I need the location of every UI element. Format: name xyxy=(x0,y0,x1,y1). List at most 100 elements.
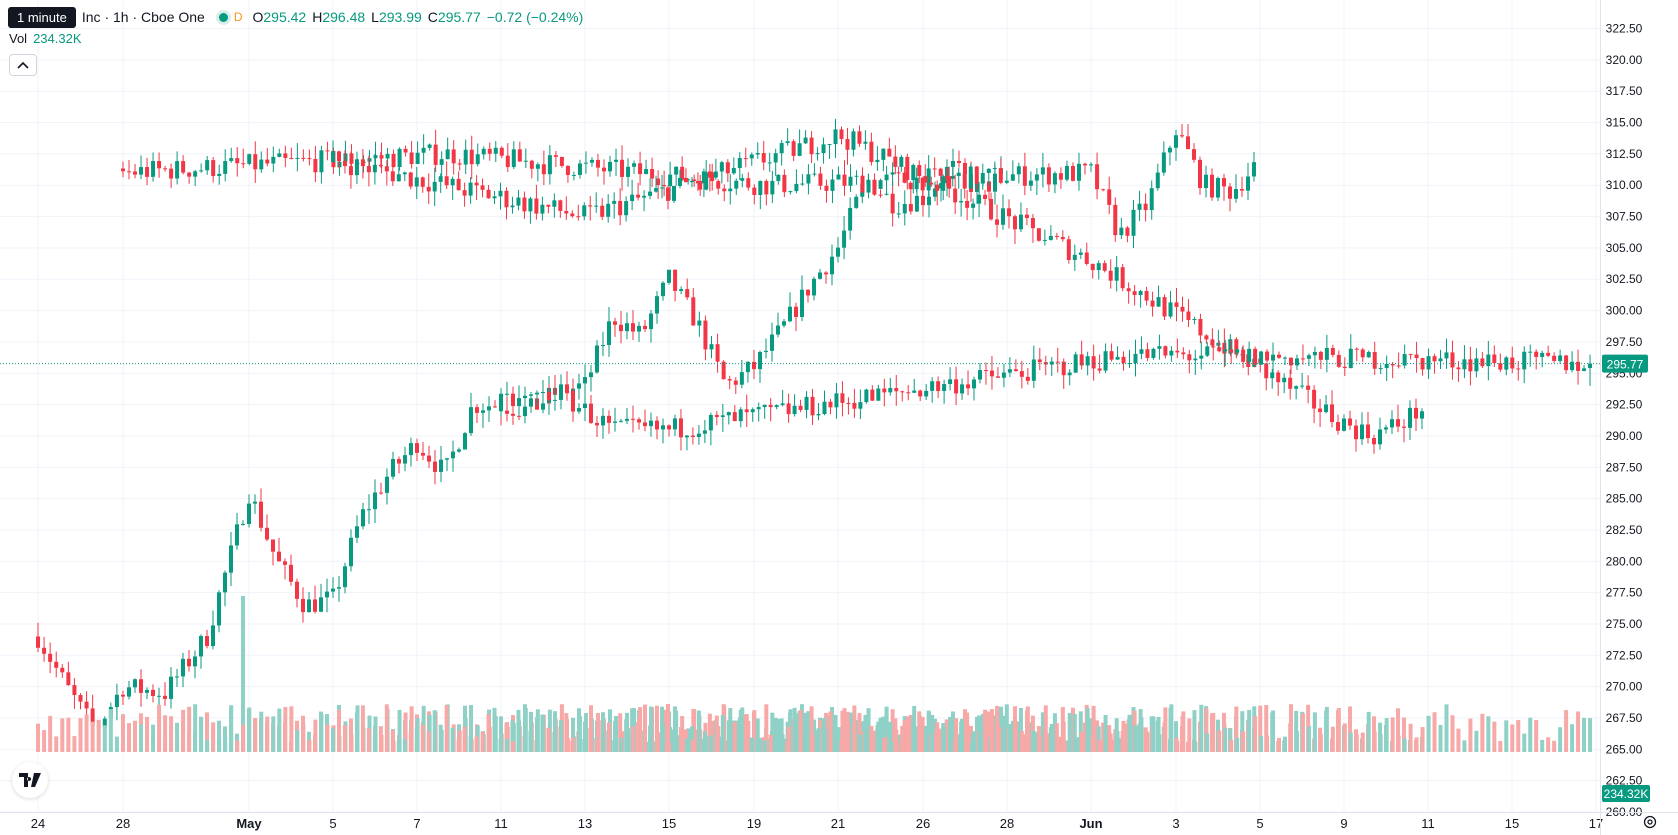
volume-bar xyxy=(1204,708,1209,752)
candle-body xyxy=(1046,167,1051,185)
candle-body xyxy=(414,177,419,187)
volume-bar xyxy=(547,730,551,752)
candle-body xyxy=(830,179,835,191)
volume-bar xyxy=(1582,717,1587,752)
volume-bar xyxy=(1004,704,1009,752)
candle-body xyxy=(780,403,785,406)
candle-body xyxy=(151,689,155,697)
volume-bar xyxy=(1049,724,1054,752)
candle-body xyxy=(199,636,203,657)
candle-body xyxy=(259,159,264,170)
volume-bar xyxy=(1096,726,1101,752)
candle-body xyxy=(638,163,643,175)
candle-body xyxy=(698,180,703,190)
candle-body xyxy=(1510,357,1515,369)
candle-body xyxy=(1169,350,1174,356)
candle-body xyxy=(810,396,815,416)
candle-body xyxy=(1198,159,1202,188)
volume-bar xyxy=(1163,707,1168,752)
volume-bar xyxy=(450,727,455,752)
candle-body xyxy=(301,157,306,159)
candle-body xyxy=(541,164,546,175)
candle-body xyxy=(804,396,809,410)
volume-bar xyxy=(1115,731,1120,752)
candle-body xyxy=(595,422,599,426)
volume-bar xyxy=(253,718,258,752)
candle-body xyxy=(1066,239,1071,260)
candle-body xyxy=(614,159,619,162)
candle-body xyxy=(655,420,659,430)
candle-body xyxy=(878,180,883,189)
candle-body xyxy=(800,183,805,185)
candle-body xyxy=(355,526,359,538)
volume-bar xyxy=(205,739,210,752)
candle-body xyxy=(516,197,521,206)
volume-bar xyxy=(96,719,101,752)
candle-body xyxy=(1306,385,1311,390)
candle-body xyxy=(749,154,754,159)
candle-body xyxy=(1126,288,1131,292)
volume-bar xyxy=(655,705,659,752)
volume-bar xyxy=(241,595,245,752)
candle-body xyxy=(583,403,587,409)
candle-body xyxy=(1090,263,1095,271)
candle-body xyxy=(827,144,832,146)
candle-body xyxy=(1114,267,1119,281)
candle-body xyxy=(1180,135,1184,137)
volume-bar xyxy=(247,707,252,752)
volume-bar xyxy=(780,734,785,752)
candle-body xyxy=(534,198,539,214)
candle-body xyxy=(1342,418,1346,431)
volume-bar xyxy=(1348,706,1352,752)
candle-body xyxy=(1222,342,1227,354)
volume-bar xyxy=(181,709,186,752)
volume-bar xyxy=(1028,722,1033,752)
candle-body xyxy=(559,156,564,166)
candle-body xyxy=(960,384,965,394)
tradingview-logo[interactable] xyxy=(12,762,48,798)
candle-body xyxy=(1468,359,1473,372)
candle-body xyxy=(607,415,611,423)
volume-bar xyxy=(1043,705,1048,752)
candle-body xyxy=(493,147,498,154)
candle-body xyxy=(774,405,779,408)
candle-body xyxy=(139,679,143,693)
candle-body xyxy=(1138,290,1143,295)
candle-body xyxy=(1043,362,1048,365)
volume-bar xyxy=(1013,721,1018,752)
chart-settings-button[interactable] xyxy=(1640,812,1660,832)
volume-bar xyxy=(559,720,563,752)
candle-body xyxy=(800,289,804,317)
candle-body xyxy=(241,523,245,525)
candle-body xyxy=(631,418,635,420)
candle-body xyxy=(427,455,431,462)
candle-body xyxy=(421,452,425,456)
collapse-legend-button[interactable] xyxy=(9,54,37,76)
candle-body xyxy=(1175,350,1180,353)
candle-body xyxy=(1107,189,1112,205)
candle-body xyxy=(661,282,665,297)
candle-body xyxy=(733,380,738,385)
volume-bar xyxy=(114,736,119,752)
candle-body xyxy=(740,178,745,181)
volume-bar xyxy=(426,731,431,752)
symbol-title[interactable]: Inc · 1h · Cboe One xyxy=(81,9,205,25)
volume-bar xyxy=(866,708,871,752)
candle-body xyxy=(1312,351,1317,356)
x-tick-label: 15 xyxy=(1505,816,1519,831)
candle-body xyxy=(1049,361,1054,365)
candle-body xyxy=(121,168,125,172)
candle-body xyxy=(900,391,905,393)
candle-body xyxy=(523,395,527,399)
volume-bar xyxy=(882,737,887,752)
volume-bar xyxy=(348,718,353,752)
candle-body xyxy=(1360,424,1364,440)
candle-body xyxy=(480,185,485,190)
x-tick-label: 15 xyxy=(662,816,676,831)
candle-body xyxy=(918,390,923,397)
candle-body xyxy=(60,667,65,673)
candle-body xyxy=(1217,347,1222,352)
candle-body xyxy=(947,176,952,189)
volume-bar xyxy=(900,725,905,752)
